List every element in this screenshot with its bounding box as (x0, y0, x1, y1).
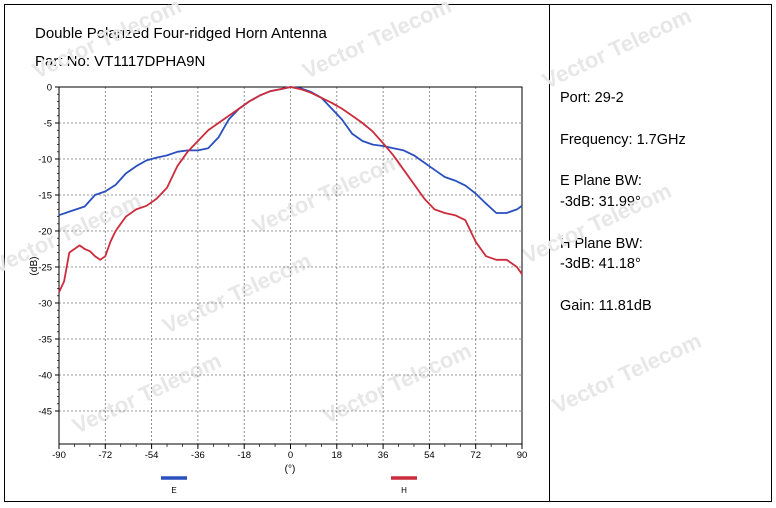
watermark-text: Vector Telecom (519, 178, 675, 269)
watermark-text: Vector Telecom (319, 338, 475, 429)
y-tick-label: 0 (47, 83, 52, 94)
x-tick-label: -72 (98, 450, 112, 461)
chart-title: Double Polarized Four-ridged Horn Antenn… (35, 25, 327, 42)
x-tick-label: -90 (52, 450, 66, 461)
x-tick-label: 18 (332, 450, 343, 461)
part-number: Part No: VT1117DPHA9N (35, 53, 206, 70)
panel-divider (549, 4, 550, 502)
y-tick-label: -10 (38, 155, 52, 166)
x-tick-label: -18 (237, 450, 251, 461)
watermark-text: Vector Telecom (249, 148, 405, 239)
x-tick-label: 90 (517, 450, 528, 461)
y-tick-label: -5 (44, 119, 52, 130)
h-plane-value: -3dB: 41.18° (560, 256, 641, 273)
watermark-text: Vector Telecom (549, 328, 705, 419)
y-axis-label: (dB) (29, 257, 40, 276)
watermark-text: Vector Telecom (0, 188, 145, 279)
y-tick-label: -35 (38, 335, 52, 346)
e-plane-value: -3dB: 31.99° (560, 194, 641, 211)
watermark-text: Vector Telecom (299, 0, 455, 84)
axis-ticks: 0 -5 -10 -15 -20 -25 -30 -35 -40 -45 -90 -72 -54 -36 -… (38, 83, 527, 462)
watermark-text: Vector Telecom (159, 248, 315, 339)
x-tick-label: -54 (145, 450, 159, 461)
h-plane-label: H Plane BW: (560, 235, 643, 252)
y-tick-label: -30 (38, 299, 52, 310)
x-axis-label: (°) (285, 464, 296, 475)
x-tick-label: 0 (288, 450, 293, 461)
watermark-layer: Vector Telecom Vector Telecom Vector Telec… (0, 0, 705, 439)
e-plane-label: E Plane BW: (560, 173, 642, 190)
x-tick-label: -36 (191, 450, 205, 461)
y-tick-label: -40 (38, 371, 52, 382)
series-line-h (58, 86, 523, 293)
frequency-text: Frequency: 1.7GHz (560, 131, 686, 148)
legend-label-e: E (171, 486, 176, 495)
x-tick-label: 72 (470, 450, 481, 461)
legend-label-h: H (401, 486, 407, 495)
y-tick-label: -25 (38, 263, 52, 274)
x-tick-label: 54 (424, 450, 435, 461)
y-tick-label: -15 (38, 191, 52, 202)
gain-text: Gain: 11.81dB (560, 298, 652, 315)
x-tick-label: 36 (378, 450, 389, 461)
spec-sheet-frame (4, 4, 772, 502)
watermark-text: Vector Telecom (69, 348, 225, 439)
watermark-text: Vector Telecom (29, 0, 185, 84)
port-text: Port: 29-2 (560, 90, 624, 106)
y-tick-label: -20 (38, 227, 52, 238)
chart-grid (59, 87, 522, 444)
spec-panel: Port: 29-2 Frequency: 1.7GHz E Plane BW:… (560, 88, 765, 317)
series-layer (58, 86, 523, 293)
watermark-text: Vector Telecom (539, 3, 695, 94)
y-tick-label: -45 (38, 407, 52, 418)
